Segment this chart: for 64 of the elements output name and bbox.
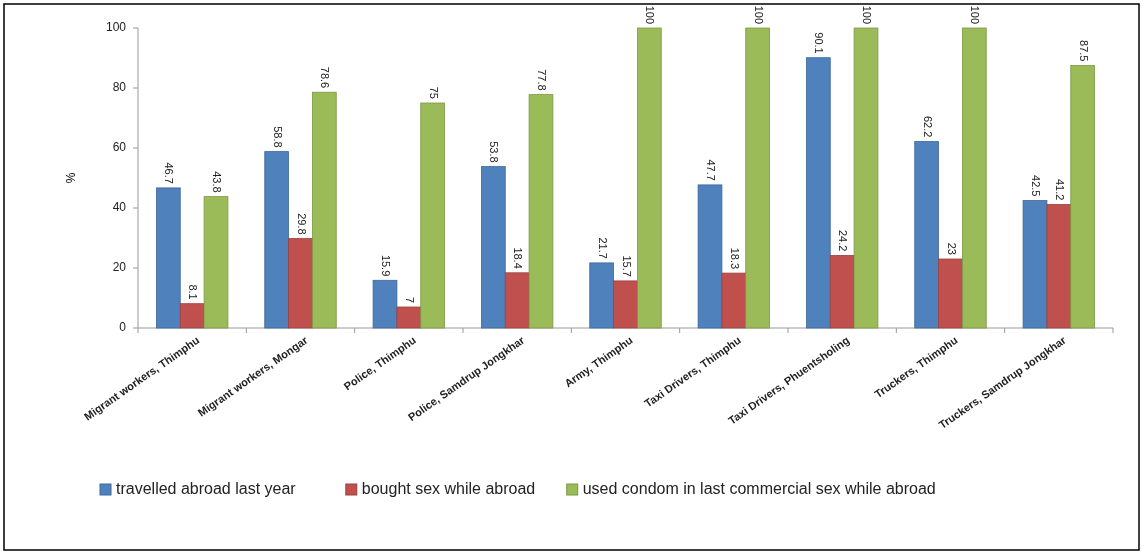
bar xyxy=(1046,204,1072,329)
data-label: 41.2 xyxy=(1053,178,1066,201)
bar xyxy=(721,272,747,329)
data-label: 15.9 xyxy=(380,254,393,277)
bar xyxy=(829,255,855,329)
data-label: 23 xyxy=(945,242,958,255)
bar xyxy=(528,94,554,329)
bar xyxy=(288,238,313,329)
data-label: 87.5 xyxy=(1077,40,1090,62)
bar xyxy=(481,166,506,329)
bar xyxy=(504,272,530,329)
data-label: 77.8 xyxy=(536,69,549,91)
data-label: 78.6 xyxy=(319,66,332,89)
y-tick-label: 80 xyxy=(112,80,127,95)
data-label: 62.2 xyxy=(921,115,934,138)
data-label: 24.2 xyxy=(837,229,850,252)
y-axis-title: % xyxy=(64,172,78,184)
data-label: 8.1 xyxy=(187,284,200,300)
data-label: 18.4 xyxy=(512,247,525,269)
data-label: 42.5 xyxy=(1030,175,1043,197)
bar xyxy=(203,196,229,329)
bar xyxy=(1070,65,1095,329)
bar xyxy=(589,262,614,329)
y-tick-label: 0 xyxy=(119,320,127,335)
bar xyxy=(962,27,987,329)
legend-label: bought sex while abroad xyxy=(361,480,536,498)
bar xyxy=(697,184,723,329)
data-label: 58.8 xyxy=(271,126,284,148)
y-tick-label: 40 xyxy=(112,200,127,215)
bar xyxy=(938,258,963,329)
legend-label: travelled abroad last year xyxy=(116,480,297,498)
bar xyxy=(396,306,422,329)
data-label: 15.7 xyxy=(620,255,633,277)
bar xyxy=(853,27,879,329)
bar xyxy=(372,279,398,329)
bar xyxy=(1022,200,1048,329)
bar xyxy=(179,303,205,329)
data-label: 53.8 xyxy=(488,141,501,163)
data-label: 47.7 xyxy=(705,159,718,181)
bar xyxy=(156,187,181,329)
data-label: 29.8 xyxy=(295,213,308,235)
data-label: 100 xyxy=(861,5,874,24)
legend-label: used condom in last commercial sex while abroad xyxy=(582,480,936,498)
data-label: 90.1 xyxy=(813,32,826,54)
y-tick-label: 100 xyxy=(105,20,127,35)
bar xyxy=(914,141,939,329)
data-label: 21.7 xyxy=(596,237,609,259)
bar xyxy=(745,27,770,329)
y-tick-label: 60 xyxy=(112,140,127,155)
data-label: 100 xyxy=(752,5,765,24)
data-label: 18.3 xyxy=(728,247,741,270)
data-label: 100 xyxy=(644,5,657,24)
data-label: 43.8 xyxy=(211,171,224,193)
bar xyxy=(806,57,831,329)
data-label: 75 xyxy=(427,86,440,99)
data-label: 7 xyxy=(403,296,416,303)
bar xyxy=(613,280,638,329)
bar xyxy=(637,27,662,329)
data-label: 100 xyxy=(969,5,982,24)
y-tick-label: 20 xyxy=(112,260,127,275)
data-label: 46.7 xyxy=(163,162,176,184)
bar xyxy=(420,102,445,329)
bar xyxy=(312,91,337,329)
bar xyxy=(264,151,289,329)
